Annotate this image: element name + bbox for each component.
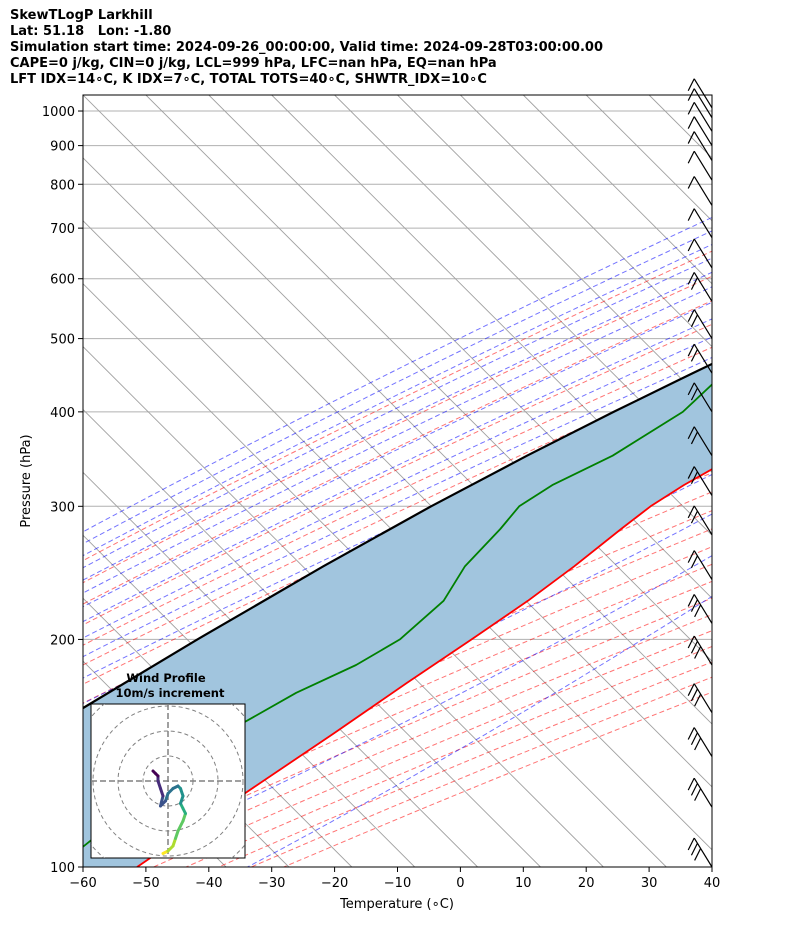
y-tick-label: 600	[50, 273, 75, 288]
wind-barb	[687, 208, 713, 238]
wind-barb	[687, 837, 713, 868]
x-tick-label: −50	[132, 876, 159, 891]
isotherm	[397, 95, 712, 411]
x-tick-label: −30	[258, 876, 285, 891]
wind-barb	[687, 466, 713, 496]
isotherm	[83, 157, 712, 788]
dry-adiabat	[83, 546, 712, 824]
wind-barb	[687, 150, 713, 181]
wind-barb	[687, 635, 713, 666]
time-line: Simulation start time: 2024-09-26_00:00:…	[10, 40, 603, 55]
dry-adiabat	[83, 369, 712, 666]
wind-barb	[687, 131, 713, 161]
y-tick-label: 500	[50, 333, 75, 348]
inset-title: Wind Profile	[126, 671, 206, 685]
temperature-profile	[136, 468, 712, 867]
x-tick-label: −10	[384, 876, 411, 891]
wind-barb	[687, 343, 713, 374]
y-tick-label: 1000	[42, 105, 75, 120]
chart-header: SkewTLogP Larkhill Lat: 51.18 Lon: -1.80…	[10, 8, 603, 88]
moist-adiabat	[83, 286, 712, 594]
parcel-profile	[83, 362, 712, 710]
dry-adiabat	[83, 528, 712, 808]
moist-adiabat	[83, 301, 712, 608]
y-tick-label: 100	[50, 861, 75, 876]
x-tick-label: −60	[69, 876, 96, 891]
y-tick-label: 900	[50, 140, 75, 155]
cape-line: CAPE=0 j/kg, CIN=0 j/kg, LCL=999 hPa, LF…	[10, 56, 497, 71]
wind-barb	[687, 550, 713, 580]
wind-barb	[687, 505, 713, 536]
wind-barb	[687, 102, 713, 132]
x-tick-label: 0	[456, 876, 464, 891]
moist-adiabat	[83, 318, 712, 623]
wind-barb	[687, 727, 713, 757]
inset-subtitle: 10m/s increment	[116, 686, 225, 700]
isotherm	[83, 471, 478, 867]
wind-barb	[687, 309, 713, 339]
wind-barb	[687, 272, 713, 302]
x-axis-label: Temperature (∘C)	[339, 897, 454, 912]
chart-title: SkewTLogP Larkhill	[10, 8, 153, 23]
dewpoint-profile	[83, 383, 712, 848]
wind-profile-inset: Wind Profile 10m/s increment	[90, 671, 246, 859]
x-tick-label: 10	[515, 876, 532, 891]
moist-adiabat	[83, 513, 712, 820]
y-tick-label: 200	[50, 633, 75, 648]
x-tick-label: 40	[704, 876, 721, 891]
isotherm	[83, 345, 604, 867]
wind-barb	[687, 594, 713, 624]
hodograph-segment	[159, 794, 165, 808]
hodograph-segment	[176, 819, 185, 833]
isotherm	[522, 95, 712, 285]
isotherm	[83, 220, 712, 851]
wind-barb	[687, 777, 713, 808]
wind-barb	[687, 88, 713, 118]
y-axis-label: Pressure (hPa)	[19, 434, 34, 527]
isotherm	[83, 95, 712, 725]
hodograph-segment	[151, 769, 157, 775]
dry-adiabat	[83, 300, 712, 605]
y-tick-label: 800	[50, 178, 75, 193]
y-tick-label: 700	[50, 222, 75, 237]
x-tick-label: 30	[641, 876, 658, 891]
moist-adiabat	[83, 380, 712, 679]
x-tick-label: −20	[321, 876, 348, 891]
dry-adiabat	[83, 346, 712, 646]
isotherm	[460, 95, 712, 348]
moist-adiabat	[83, 257, 712, 569]
isotherm	[83, 283, 667, 867]
x-tick-label: 20	[578, 876, 595, 891]
moist-adiabat	[83, 230, 712, 545]
indices-line: LFT IDX=14∘C, K IDX=7∘C, TOTAL TOTS=40∘C…	[10, 72, 487, 87]
wind-barb	[687, 382, 713, 413]
y-tick-label: 300	[50, 500, 75, 515]
y-tick-label: 400	[50, 406, 75, 421]
isotherm	[334, 95, 712, 474]
location-line: Lat: 51.18 Lon: -1.80	[10, 24, 172, 39]
wind-barb	[687, 176, 713, 206]
wind-barb	[687, 116, 713, 146]
wind-barb	[687, 683, 713, 714]
x-tick-label: −40	[195, 876, 222, 891]
moist-adiabat	[83, 271, 712, 581]
isotherm	[711, 95, 712, 96]
wind-barb	[687, 238, 713, 269]
wind-barb	[687, 426, 713, 457]
wind-barb	[687, 78, 713, 109]
dry-adiabat	[83, 250, 712, 562]
